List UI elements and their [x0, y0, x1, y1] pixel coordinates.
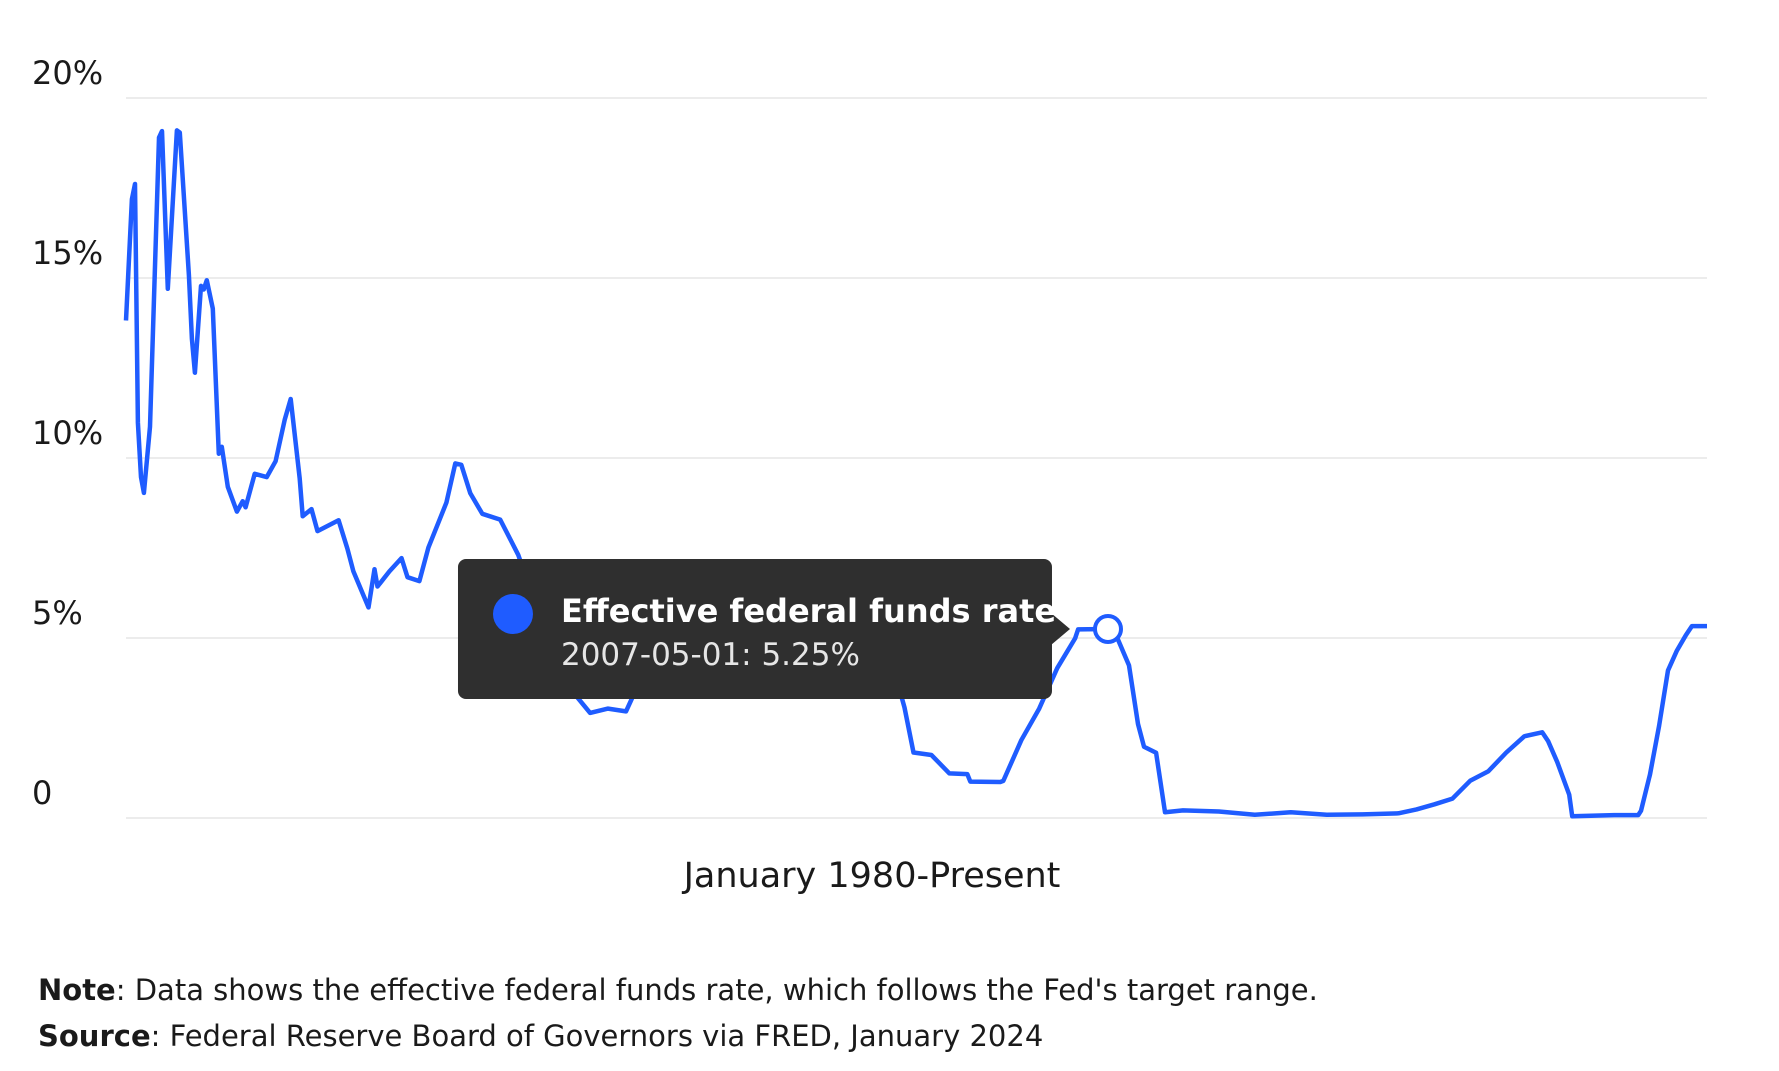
note: Note: Data shows the effective federal f…: [38, 973, 1318, 1007]
y-tick-label: 15%: [32, 234, 103, 272]
tooltip-title: Effective federal funds rate: [561, 592, 1056, 630]
note-label: Note: [38, 973, 116, 1007]
y-tick-label: 0: [32, 774, 52, 812]
source: Source: Federal Reserve Board of Governo…: [38, 1019, 1043, 1053]
line: [123, 128, 1707, 819]
source-label: Source: [38, 1019, 151, 1053]
y-tick-label: 20%: [32, 54, 103, 92]
x-axis-label: January 1980-Present: [682, 856, 1061, 896]
tooltip: Effective federal funds rate 2007-05-01: …: [457, 559, 1070, 699]
y-tick-label: 5%: [32, 594, 83, 632]
hover-point: [1092, 614, 1123, 644]
tooltip-box: [457, 559, 1052, 699]
source-text: : Federal Reserve Board of Governors via…: [151, 1019, 1044, 1053]
tooltip-arrow: [1050, 613, 1070, 645]
tooltip-swatch: [492, 594, 533, 634]
tooltip-label: 2007-05-01: 5.25%: [561, 637, 860, 673]
note-text: : Data shows the effective federal funds…: [116, 973, 1318, 1007]
y-tick-label: 10%: [32, 414, 103, 452]
